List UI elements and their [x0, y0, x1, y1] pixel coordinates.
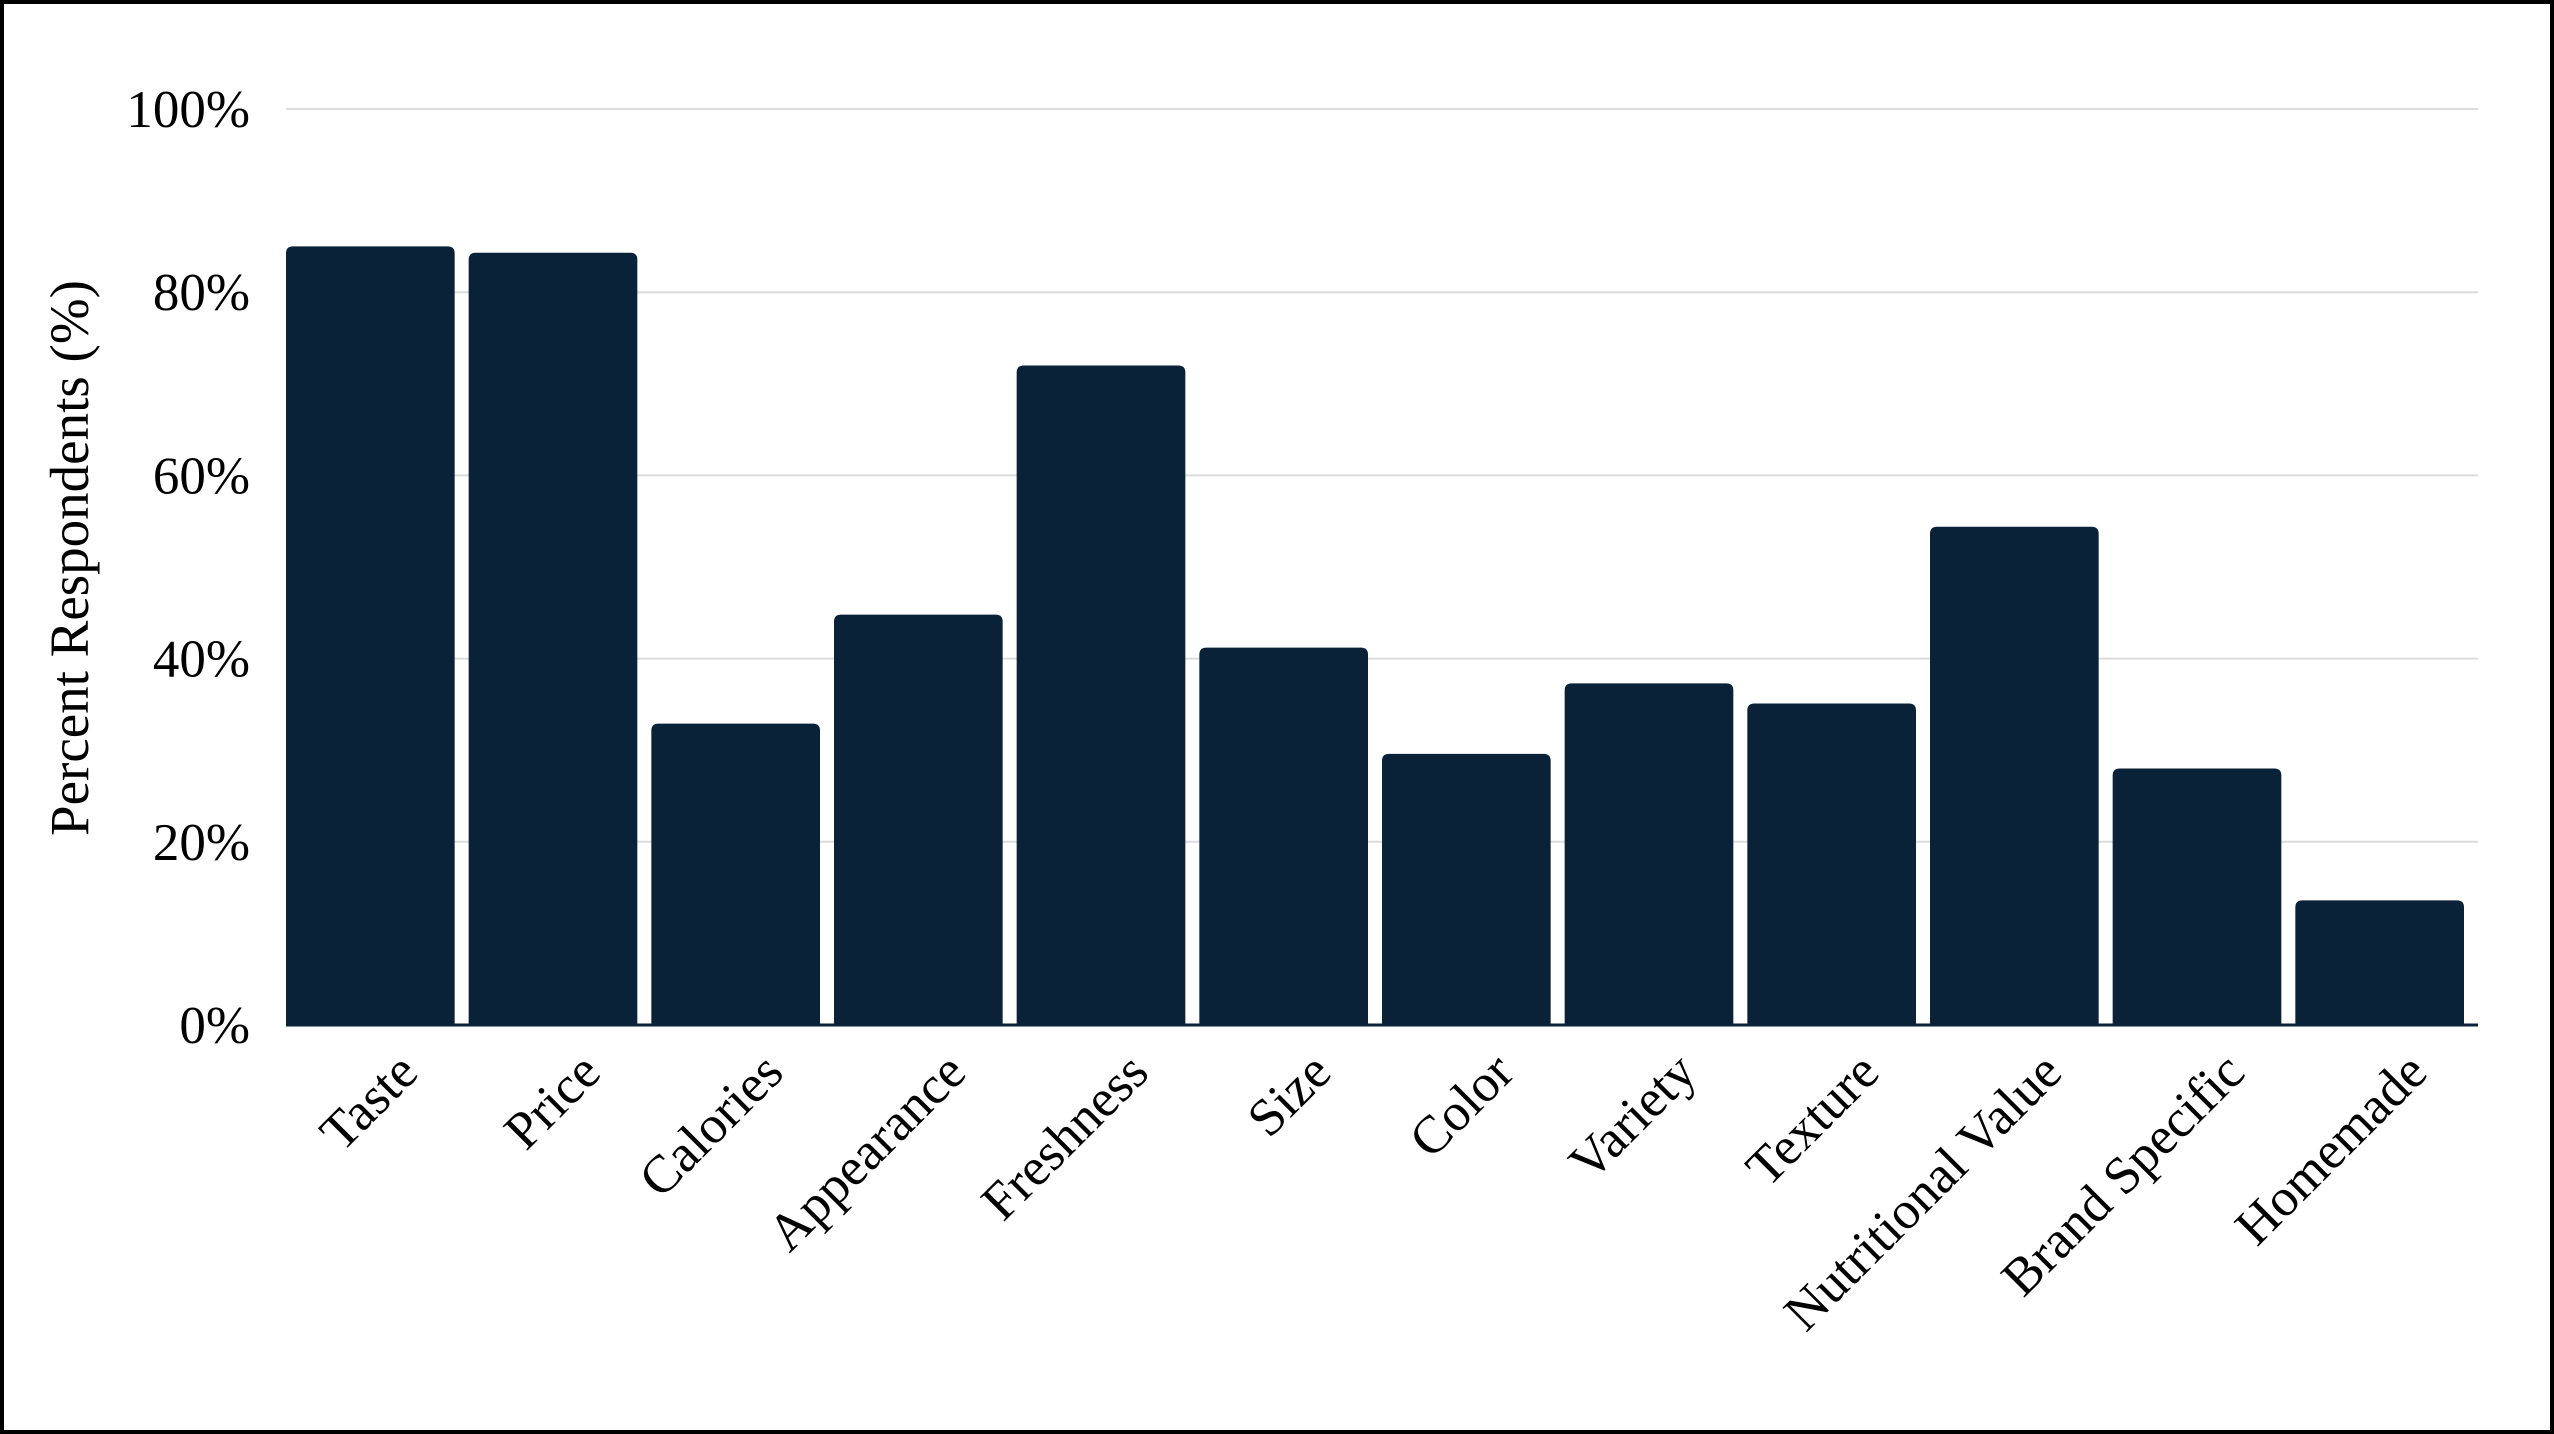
- bar-calories: [651, 723, 820, 1025]
- y-tick-label: 60%: [153, 447, 250, 505]
- x-category-label: Taste: [309, 1042, 429, 1162]
- x-category-label: Calories: [628, 1042, 794, 1208]
- bar-variety: [1564, 683, 1734, 1025]
- x-category-label: Texture: [1735, 1042, 1890, 1197]
- bar-appearance: [834, 614, 1003, 1025]
- x-category-label: Homemade: [2224, 1042, 2438, 1256]
- y-tick-label: 20%: [153, 814, 250, 872]
- bar-taste: [286, 246, 455, 1025]
- y-axis-ticks: 0% 20% 40% 60% 80% 100%: [126, 81, 250, 1055]
- bar-size: [1199, 647, 1368, 1025]
- bars: [286, 246, 2478, 1027]
- bar-color: [1382, 753, 1551, 1025]
- x-category-label: Appearance: [757, 1042, 977, 1262]
- y-tick-label: 100%: [126, 81, 250, 139]
- bar-homemade: [2295, 900, 2464, 1025]
- bar-nutritional-value: [1930, 526, 2099, 1025]
- x-category-label: Freshness: [971, 1042, 1160, 1231]
- y-axis-title: Percent Respondents (%): [39, 280, 100, 836]
- x-category-label: Variety: [1558, 1042, 1708, 1192]
- x-category-label: Size: [1237, 1042, 1343, 1148]
- bar-texture: [1747, 703, 1916, 1025]
- y-tick-label: 0%: [179, 997, 250, 1055]
- x-category-label: Color: [1398, 1042, 1525, 1169]
- y-tick-label: 80%: [153, 264, 250, 322]
- bar-freshness: [1016, 365, 1186, 1026]
- x-category-label: Price: [493, 1042, 611, 1160]
- y-tick-label: 40%: [153, 631, 250, 689]
- bar-brand-specific: [2112, 768, 2282, 1025]
- bar-price: [468, 252, 638, 1025]
